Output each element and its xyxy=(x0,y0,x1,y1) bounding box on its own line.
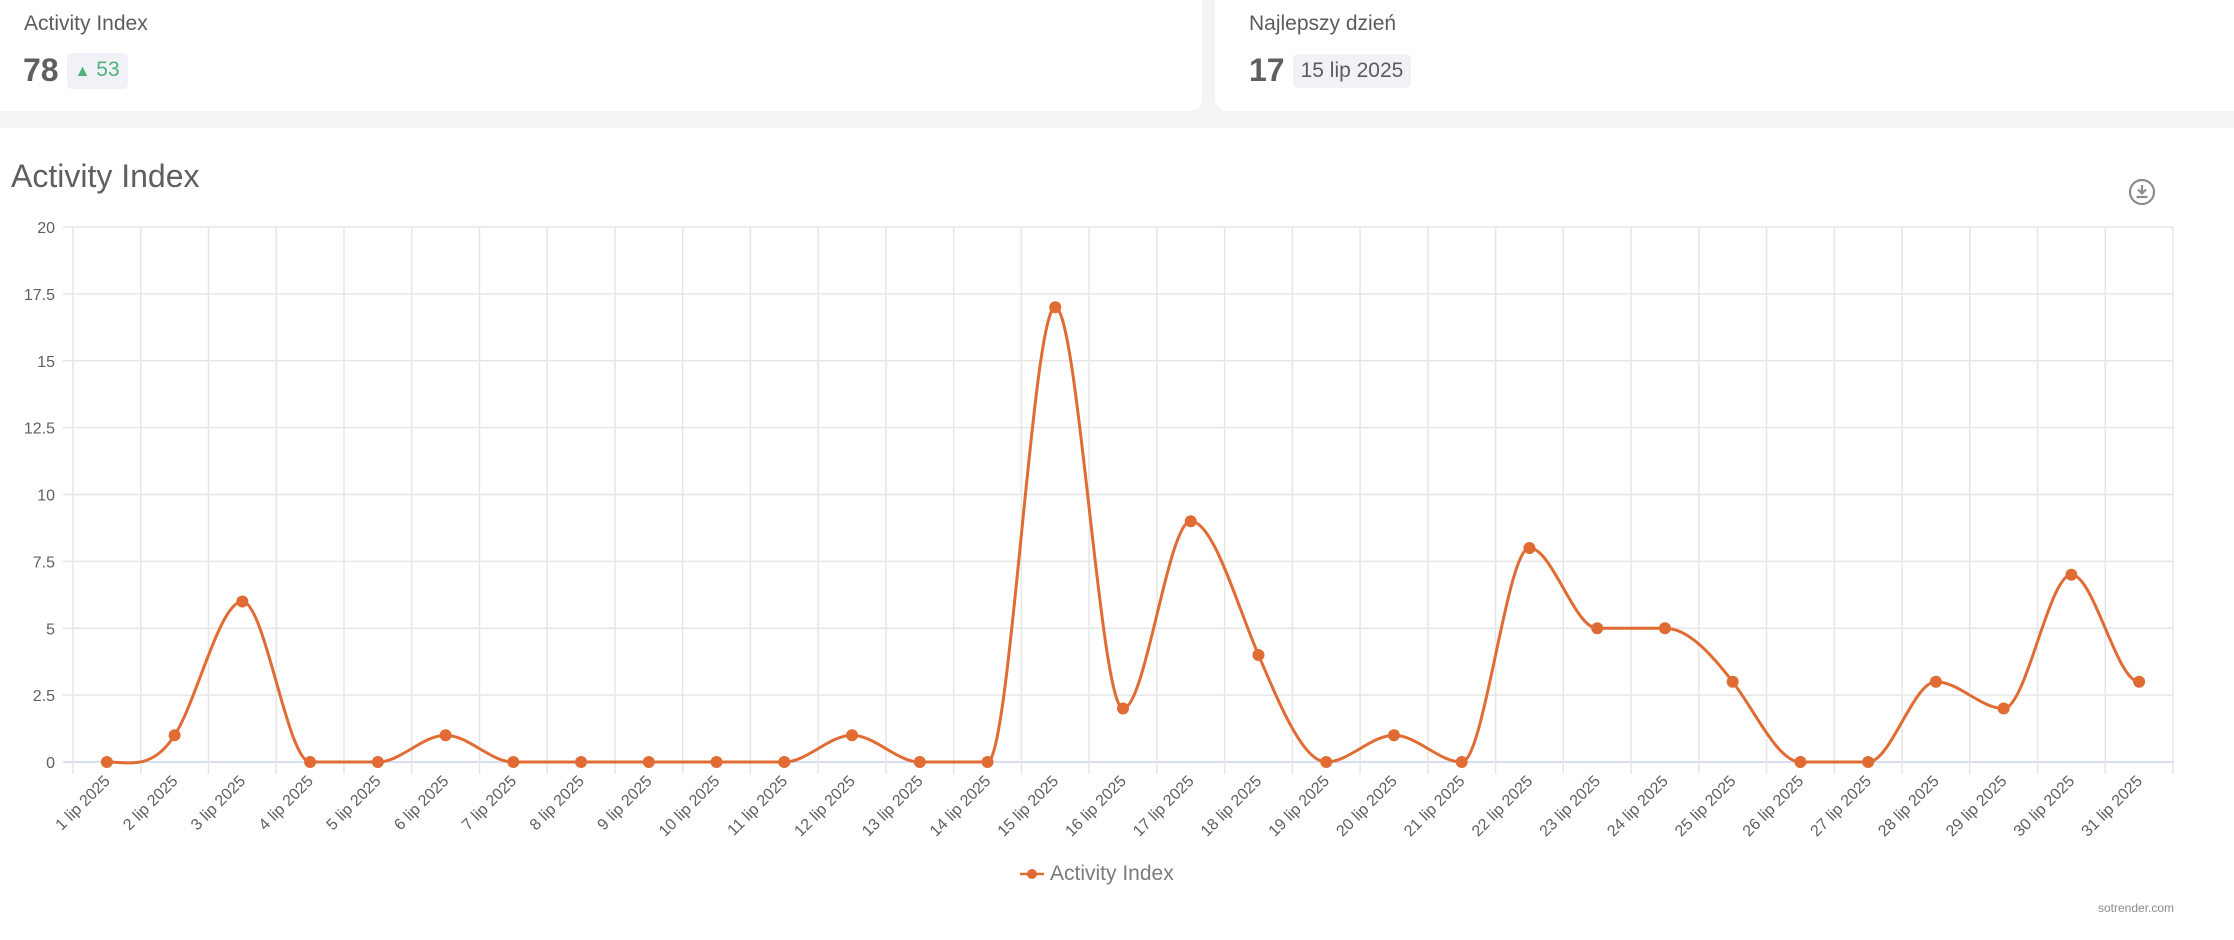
x-tick-label: 23 lip 2025 xyxy=(1537,773,1604,840)
kpi-value: 17 xyxy=(1249,52,1285,88)
download-button[interactable] xyxy=(2127,177,2157,207)
x-tick-label: 26 lip 2025 xyxy=(1740,773,1807,840)
kpi-label: Activity Index xyxy=(24,12,148,35)
kpi-date-badge: 15 lip 2025 xyxy=(1292,53,1412,88)
data-point-marker xyxy=(2065,568,2078,581)
y-tick-label: 17.5 xyxy=(24,287,55,304)
data-point-marker xyxy=(642,756,655,768)
x-tick-label: 6 lip 2025 xyxy=(391,773,452,834)
data-point-marker xyxy=(1387,729,1400,742)
kpi-row: 17 15 lip 2025 xyxy=(1249,52,1412,89)
data-point-marker xyxy=(439,729,452,742)
x-tick-label: 10 lip 2025 xyxy=(656,773,723,840)
x-tick-label: 27 lip 2025 xyxy=(1808,773,1875,840)
x-tick-label: 25 lip 2025 xyxy=(1672,773,1739,840)
data-point-marker xyxy=(1252,649,1265,661)
x-tick-label: 13 lip 2025 xyxy=(859,773,926,840)
kpi-row: 78 ▲ 53 xyxy=(23,52,128,89)
credit-text: sotrender.com xyxy=(2098,901,2175,915)
y-tick-label: 10 xyxy=(37,488,55,505)
data-point-marker xyxy=(236,595,249,608)
data-point-marker xyxy=(1523,542,1536,554)
data-point-marker xyxy=(1591,622,1604,635)
x-tick-label: 18 lip 2025 xyxy=(1198,773,1265,840)
x-tick-label: 8 lip 2025 xyxy=(527,773,588,834)
legend-item-activity-index[interactable]: Activity Index xyxy=(1020,862,1174,886)
legend-marker-icon xyxy=(1020,869,1044,879)
x-tick-label: 1 lip 2025 xyxy=(53,773,114,834)
y-tick-label: 20 xyxy=(37,220,55,237)
x-tick-label: 3 lip 2025 xyxy=(188,773,249,834)
x-tick-label: 29 lip 2025 xyxy=(1943,773,2010,840)
x-tick-label: 9 lip 2025 xyxy=(595,773,656,834)
data-point-marker xyxy=(1726,675,1739,688)
x-tick-label: 15 lip 2025 xyxy=(995,773,1062,840)
data-point-marker xyxy=(1320,756,1333,768)
data-point-marker xyxy=(1455,756,1468,768)
data-point-marker xyxy=(168,729,181,742)
data-point-marker xyxy=(1658,622,1671,635)
x-tick-label: 16 lip 2025 xyxy=(1062,773,1129,840)
x-tick-label: 21 lip 2025 xyxy=(1401,773,1468,840)
data-point-marker xyxy=(575,756,588,768)
y-tick-label: 15 xyxy=(37,354,55,371)
y-tick-label: 5 xyxy=(46,621,55,638)
y-tick-label: 12.5 xyxy=(24,421,55,438)
data-point-marker xyxy=(371,756,384,768)
x-tick-label: 12 lip 2025 xyxy=(791,773,858,840)
x-tick-label: 20 lip 2025 xyxy=(1333,773,1400,840)
x-tick-label: 28 lip 2025 xyxy=(1875,773,1942,840)
data-point-marker xyxy=(1184,515,1197,528)
x-tick-label: 30 lip 2025 xyxy=(2011,773,2078,840)
y-tick-label: 2.5 xyxy=(33,688,55,705)
x-tick-label: 31 lip 2025 xyxy=(2079,773,2146,840)
data-point-marker xyxy=(710,756,723,768)
x-tick-label: 4 lip 2025 xyxy=(256,773,317,834)
x-tick-label: 2 lip 2025 xyxy=(120,773,181,834)
x-tick-label: 5 lip 2025 xyxy=(324,773,385,834)
x-tick-label: 14 lip 2025 xyxy=(927,773,994,840)
x-tick-label: 19 lip 2025 xyxy=(1266,773,1333,840)
data-point-marker xyxy=(1049,301,1062,314)
legend-label: Activity Index xyxy=(1050,862,1174,885)
data-point-marker xyxy=(1997,702,2010,715)
chart-title: Activity Index xyxy=(11,158,200,194)
data-point-marker xyxy=(304,756,317,768)
x-tick-label: 11 lip 2025 xyxy=(725,773,792,840)
data-point-marker xyxy=(100,756,113,768)
data-point-marker xyxy=(2133,675,2146,688)
data-point-marker xyxy=(507,756,520,768)
data-point-marker xyxy=(1117,702,1129,715)
kpi-label: Najlepszy dzień xyxy=(1249,12,1397,35)
kpi-value: 78 xyxy=(23,52,59,88)
kpi-change-value: 53 xyxy=(96,57,120,81)
kpi-change-badge: ▲ 53 xyxy=(66,52,128,89)
kpi-card-activity-index: Activity Index 78 ▲ 53 xyxy=(0,0,1202,111)
triangle-up-icon: ▲ xyxy=(74,62,91,80)
data-point-marker xyxy=(778,756,791,768)
x-tick-label: 7 lip 2025 xyxy=(459,773,520,834)
x-tick-label: 17 lip 2025 xyxy=(1130,773,1197,840)
data-point-marker xyxy=(981,756,994,768)
y-tick-label: 0 xyxy=(46,755,55,772)
x-tick-label: 24 lip 2025 xyxy=(1604,773,1671,840)
x-tick-label: 22 lip 2025 xyxy=(1469,773,1536,840)
data-point-marker xyxy=(913,756,926,768)
y-tick-label: 7.5 xyxy=(33,554,55,571)
data-point-marker xyxy=(1929,675,1942,688)
kpi-card-best-day: Najlepszy dzień 17 15 lip 2025 xyxy=(1215,0,2234,111)
data-point-marker xyxy=(1794,756,1807,768)
download-icon xyxy=(2128,178,2156,206)
data-point-marker xyxy=(846,729,859,742)
data-point-marker xyxy=(1862,756,1875,768)
